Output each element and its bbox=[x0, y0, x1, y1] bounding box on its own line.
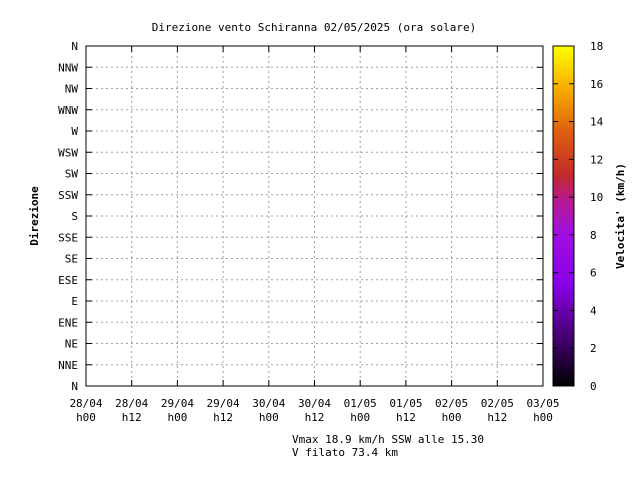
x-tick-label-date: 28/04 bbox=[69, 397, 102, 410]
colorbar bbox=[552, 45, 575, 387]
colorbar-tick-label: 8 bbox=[590, 229, 597, 242]
x-tick-label-date: 02/05 bbox=[435, 397, 468, 410]
x-tick-label-hour: h12 bbox=[305, 411, 325, 424]
colorbar-tick-label: 16 bbox=[590, 78, 603, 91]
colorbar-tick-label: 10 bbox=[590, 191, 603, 204]
y-tick-label: SE bbox=[65, 253, 78, 266]
y-tick-label: ESE bbox=[58, 274, 78, 287]
y-tick-label: W bbox=[71, 125, 78, 138]
x-tick-label-date: 29/04 bbox=[207, 397, 240, 410]
x-tick-label-date: 03/05 bbox=[526, 397, 559, 410]
x-tick-label-hour: h00 bbox=[533, 411, 553, 424]
x-tick-label-hour: h00 bbox=[76, 411, 96, 424]
chart-title: Direzione vento Schiranna 02/05/2025 (or… bbox=[152, 21, 477, 34]
x-tick-label-hour: h00 bbox=[350, 411, 370, 424]
y-tick-labels: N NNE NE ENE E ESE SE SSE S SSW SW WSW W WNW NW NNW N bbox=[58, 40, 78, 393]
y-tick-label: NW bbox=[65, 83, 79, 96]
y-tick-label: N bbox=[71, 380, 78, 393]
x-tick-label-date: 29/04 bbox=[161, 397, 194, 410]
y-tick-label: N bbox=[71, 40, 78, 53]
y-tick-label: NNE bbox=[58, 359, 78, 372]
x-tick-label-hour: h12 bbox=[487, 411, 507, 424]
x-tick-label-hour: h12 bbox=[122, 411, 142, 424]
y-tick-label: NNW bbox=[58, 61, 78, 74]
x-tick-labels: 28/04h0028/04h1229/04h0029/04h1230/04h00… bbox=[69, 397, 559, 424]
vmax-text: Vmax 18.9 km/h SSW alle 15.30 bbox=[292, 433, 484, 446]
x-tick-label-hour: h00 bbox=[259, 411, 279, 424]
x-tick-label-date: 01/05 bbox=[344, 397, 377, 410]
colorbar-tick-label: 6 bbox=[590, 267, 597, 280]
plot-frame bbox=[85, 45, 544, 387]
colorbar-tick-label: 4 bbox=[590, 304, 597, 317]
colorbar-tick-label: 2 bbox=[590, 342, 597, 355]
x-tick-label-date: 01/05 bbox=[389, 397, 422, 410]
colorbar-tick-label: 14 bbox=[590, 116, 604, 129]
colorbar-tick-label: 18 bbox=[590, 40, 603, 53]
y-tick-label: WNW bbox=[58, 104, 78, 117]
colorbar-tick-labels: 0 2 4 6 8 10 12 14 16 18 bbox=[553, 40, 604, 393]
y-tick-label: E bbox=[71, 295, 78, 308]
x-tick-label-hour: h12 bbox=[396, 411, 416, 424]
x-tick-label-date: 30/04 bbox=[298, 397, 331, 410]
colorbar-title: Velocita' (km/h) bbox=[614, 163, 627, 269]
y-tick-label: S bbox=[71, 210, 78, 223]
x-tick-label-hour: h00 bbox=[442, 411, 462, 424]
y-tick-label: NE bbox=[65, 338, 78, 351]
x-tick-label-hour: h00 bbox=[167, 411, 187, 424]
y-axis-title: Direzione bbox=[28, 186, 41, 246]
grid bbox=[85, 45, 544, 387]
vfilato-text: V filato 73.4 km bbox=[292, 446, 398, 459]
x-tick-label-hour: h12 bbox=[213, 411, 233, 424]
x-tick-label-date: 30/04 bbox=[252, 397, 285, 410]
y-tick-label: SW bbox=[65, 168, 79, 181]
colorbar-tick-label: 0 bbox=[590, 380, 597, 393]
y-tick-label: SSE bbox=[58, 231, 78, 244]
y-tick-label: SSW bbox=[58, 189, 78, 202]
colorbar-tick-label: 12 bbox=[590, 153, 603, 166]
x-tick-label-date: 02/05 bbox=[481, 397, 514, 410]
y-tick-label: ENE bbox=[58, 316, 78, 329]
y-tick-label: WSW bbox=[58, 146, 78, 159]
x-tick-label-date: 28/04 bbox=[115, 397, 148, 410]
